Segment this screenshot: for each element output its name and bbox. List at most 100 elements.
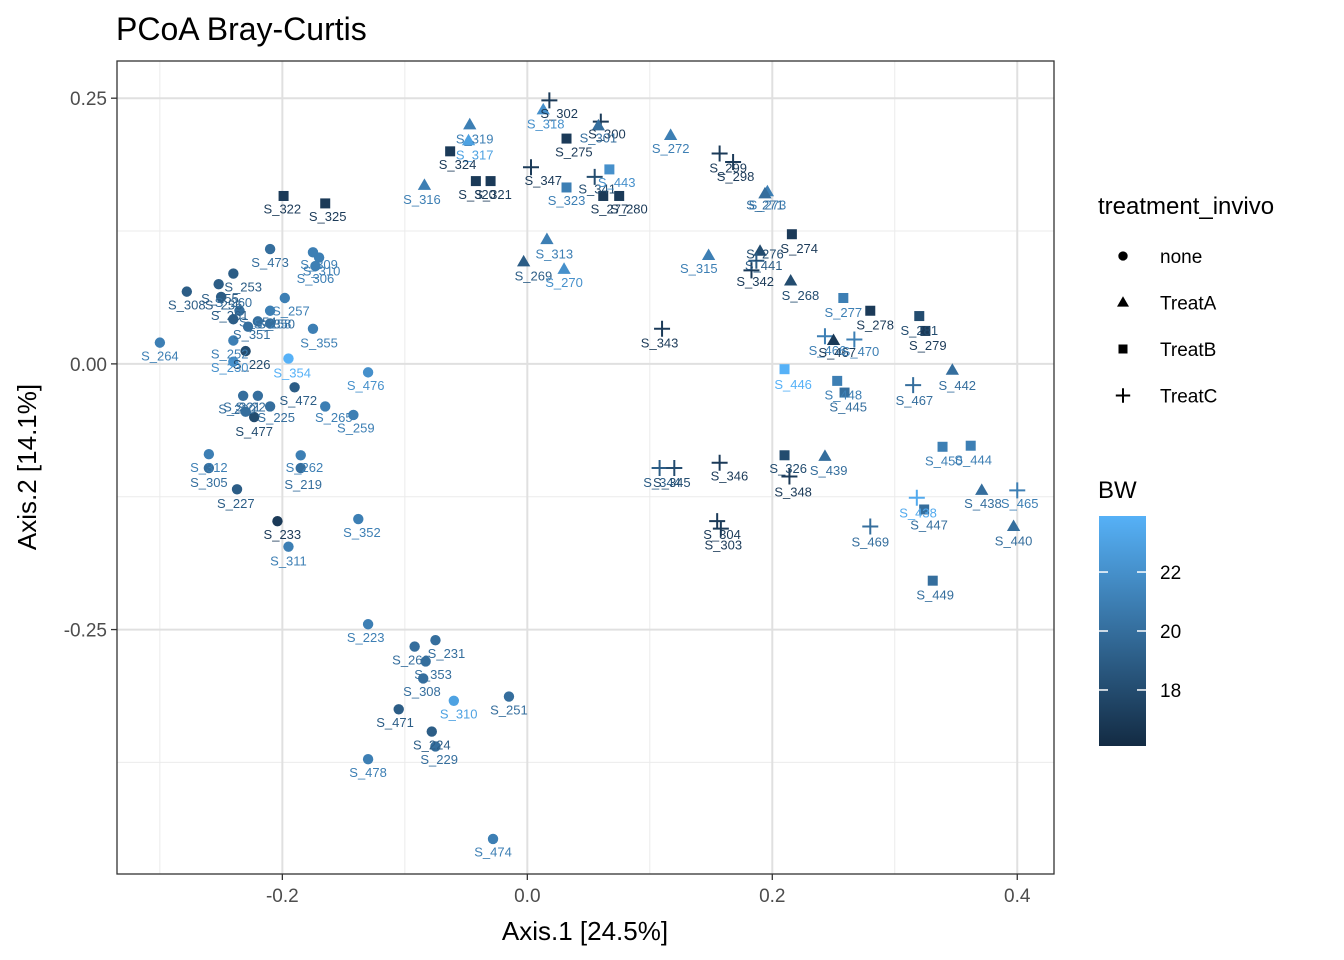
point-label: S_323 xyxy=(548,193,586,208)
data-point-square xyxy=(786,229,797,240)
point-label: S_316 xyxy=(403,192,441,207)
point-label: S_476 xyxy=(347,378,385,393)
points-layer xyxy=(154,92,1026,845)
data-point-square xyxy=(320,198,331,209)
point-label: S_310 xyxy=(440,707,478,722)
y-tick-label: -0.25 xyxy=(64,621,107,642)
data-point-plus xyxy=(743,262,760,279)
data-point-square xyxy=(927,575,938,586)
data-point-circle xyxy=(283,353,294,364)
point-label: S_277 xyxy=(591,202,629,217)
point-label: S_442 xyxy=(938,378,976,393)
data-point-square xyxy=(445,146,456,157)
point-label: S_270 xyxy=(545,275,583,290)
point-label: S_277 xyxy=(825,305,863,320)
data-point-triangle xyxy=(975,483,989,495)
y-tick-label: 0.00 xyxy=(70,355,107,376)
data-point-triangle xyxy=(516,254,531,267)
data-point-circle xyxy=(279,292,291,304)
point-label: S_352 xyxy=(343,525,381,540)
data-point-triangle xyxy=(663,128,678,140)
data-point-plus xyxy=(541,92,558,109)
point-label: S_269 xyxy=(515,269,553,284)
data-point-triangle xyxy=(557,262,571,274)
point-label: S_261 xyxy=(211,308,249,323)
point-label: S_223 xyxy=(347,630,385,645)
data-point-circle xyxy=(393,704,404,715)
point-label: S_305 xyxy=(190,475,228,490)
data-point-circle xyxy=(264,401,276,412)
point-label: S_308 xyxy=(403,684,441,699)
data-point-square xyxy=(779,450,790,461)
data-point-triangle xyxy=(945,363,959,375)
y-tick-label: 0.25 xyxy=(70,89,107,110)
point-label: S_441 xyxy=(745,258,783,273)
point-label: S_346 xyxy=(711,468,749,483)
data-point-plus xyxy=(651,460,668,477)
data-point-circle xyxy=(237,390,249,401)
data-point-circle xyxy=(283,541,294,552)
point-label: S_252 xyxy=(211,346,249,361)
data-point-circle xyxy=(228,356,239,367)
point-label: S_440 xyxy=(995,533,1033,548)
data-point-triangle xyxy=(818,449,832,461)
point-label: S_444 xyxy=(954,453,992,468)
point-label: S_274 xyxy=(780,241,818,256)
point-label: S_278 xyxy=(856,318,894,333)
data-point-triangle xyxy=(758,186,772,199)
point-label: S_446 xyxy=(774,377,812,392)
point-label: S_281 xyxy=(900,323,938,338)
point-label: S_253 xyxy=(224,279,262,294)
data-point-plus xyxy=(862,518,879,535)
point-label: S_220 xyxy=(218,402,256,417)
data-point-plus xyxy=(725,153,742,170)
data-point-square xyxy=(839,387,850,398)
data-point-circle xyxy=(264,318,276,329)
point-label: S_355 xyxy=(300,336,338,351)
data-point-circle xyxy=(313,252,325,263)
point-label: S_262 xyxy=(286,460,324,475)
point-label: S_465 xyxy=(1001,496,1039,511)
point-label: S_254 xyxy=(239,314,277,329)
data-point-plus xyxy=(711,454,728,471)
colorbar-tick-label: 22 xyxy=(1160,563,1181,584)
data-point-square xyxy=(832,375,843,386)
data-point-triangle xyxy=(826,333,841,346)
legend-label: TreatB xyxy=(1160,340,1216,361)
point-label: S_473 xyxy=(251,255,289,270)
point-label: S_438 xyxy=(964,496,1002,511)
point-label: S_449 xyxy=(916,587,954,602)
data-point-triangle xyxy=(461,133,476,146)
data-point-square xyxy=(278,190,289,201)
point-label: S_275 xyxy=(555,144,593,159)
data-point-square xyxy=(561,182,572,193)
point-label: S_231 xyxy=(428,646,466,661)
point-label: S_341 xyxy=(578,182,616,197)
data-point-circle xyxy=(272,515,283,527)
data-point-triangle xyxy=(591,118,606,131)
point-label: S_298 xyxy=(717,169,755,184)
point-label: S_477 xyxy=(235,424,273,439)
point-label: S_280 xyxy=(610,202,648,217)
point-label: S_256 xyxy=(205,297,243,312)
point-label: S_263 xyxy=(392,652,430,667)
data-point-circle xyxy=(248,411,260,423)
point-label: S_344 xyxy=(643,475,681,490)
y-axis-ticks: -0.25 0.00 0.25 xyxy=(64,89,117,642)
data-point-plus xyxy=(748,252,765,269)
data-point-circle xyxy=(430,741,441,752)
color-legend: BW 18 20 22 xyxy=(1098,477,1181,746)
colorbar-tick-label: 20 xyxy=(1160,622,1181,643)
point-label: S_351 xyxy=(233,327,271,342)
grid-minor xyxy=(117,61,1054,874)
data-point-plus xyxy=(1009,482,1026,499)
data-point-plus xyxy=(709,513,726,530)
shape-legend-keys: none TreatA TreatB TreatC xyxy=(1115,247,1217,408)
data-point-plus xyxy=(816,328,833,345)
point-label: S_474 xyxy=(474,845,512,860)
point-label: S_450 xyxy=(925,454,963,469)
data-point-circle xyxy=(295,450,306,461)
shape-legend: treatment_invivo none TreatA TreatB TreatC xyxy=(1098,193,1274,408)
data-point-square xyxy=(914,311,925,322)
